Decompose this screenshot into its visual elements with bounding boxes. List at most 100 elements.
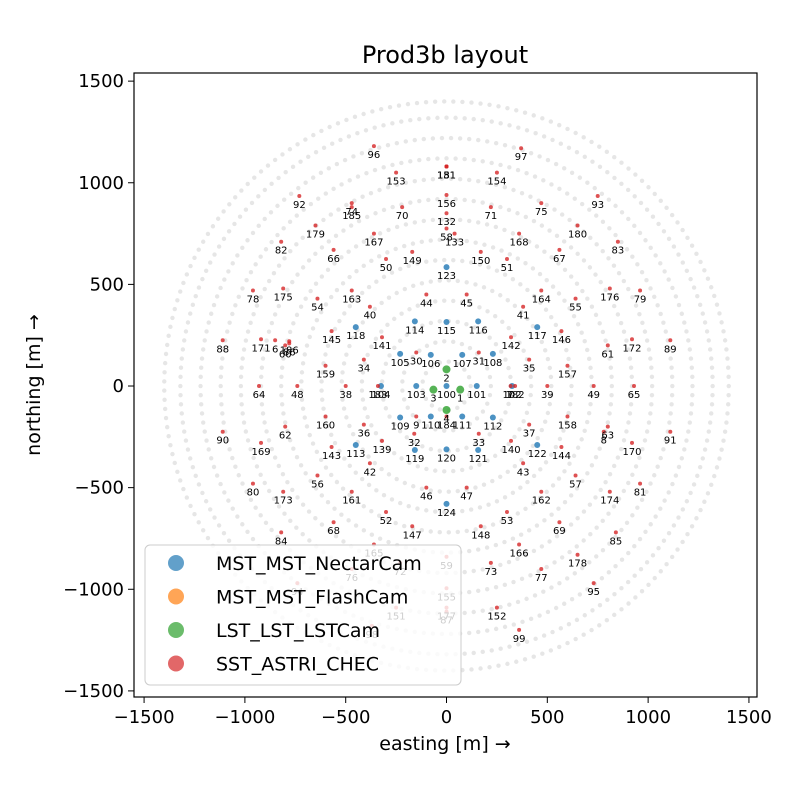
background-ring-dot [619, 210, 625, 215]
background-ring-dot [600, 219, 606, 225]
point-label: 172 [622, 343, 641, 354]
background-ring-dot [639, 269, 645, 275]
background-ring-dot [559, 555, 565, 560]
data-point [575, 223, 580, 228]
background-ring-dot [597, 164, 603, 170]
background-ring-dot [412, 178, 417, 184]
background-ring-dot [542, 249, 547, 254]
background-ring-dot [437, 278, 442, 283]
background-ring-dot [196, 285, 202, 290]
background-ring-dot [719, 447, 724, 452]
point-label: 43 [517, 467, 530, 478]
background-ring-dot [262, 216, 267, 222]
background-ring-dot [162, 397, 167, 402]
background-ring-dot [178, 365, 184, 370]
background-ring-dot [673, 473, 679, 478]
background-ring-dot [365, 352, 370, 358]
background-ring-dot [510, 231, 516, 236]
background-ring-dot [585, 180, 590, 185]
background-ring-dot [237, 214, 243, 219]
point-label: 41 [517, 311, 530, 322]
point-label: 80 [247, 488, 260, 499]
background-ring-dot [527, 365, 532, 371]
data-point [443, 383, 450, 390]
background-ring-dot [507, 123, 512, 128]
background-ring-dot [633, 303, 639, 308]
background-ring-dot [545, 410, 551, 416]
background-ring-dot [648, 481, 653, 486]
background-ring-dot [306, 509, 312, 514]
background-ring-dot [573, 130, 578, 136]
background-ring-dot [666, 236, 672, 242]
background-ring-dot [462, 367, 467, 372]
background-ring-dot [300, 265, 306, 270]
background-ring-dot [285, 429, 290, 434]
background-ring-dot [351, 154, 356, 159]
background-ring-dot [581, 135, 586, 140]
point-label: 110 [421, 421, 440, 432]
background-ring-dot [599, 576, 605, 581]
background-ring-dot [502, 582, 508, 588]
background-ring-dot [252, 175, 257, 180]
point-label: 32 [408, 438, 421, 449]
background-ring-dot [276, 303, 282, 309]
background-ring-dot [680, 260, 686, 265]
background-ring-dot [184, 272, 190, 277]
data-point [444, 164, 449, 169]
point-label: 57 [569, 479, 582, 490]
background-ring-dot [240, 522, 245, 527]
background-ring-dot [484, 587, 490, 592]
background-ring-dot [218, 481, 223, 487]
background-ring-dot [710, 383, 715, 389]
background-ring-dot [488, 383, 494, 389]
background-ring-dot [562, 298, 567, 303]
background-ring-dot [481, 482, 487, 487]
background-ring-dot [519, 576, 525, 582]
point-label: 60 [279, 349, 292, 360]
background-ring-dot [510, 490, 516, 496]
point-label: 36 [357, 429, 370, 440]
point-label: 178 [568, 559, 587, 570]
background-ring-dot [464, 445, 469, 451]
background-ring-dot [689, 365, 695, 370]
background-ring-dot [280, 471, 286, 477]
background-ring-dot [230, 506, 235, 511]
point-label: 100 [437, 390, 456, 401]
background-ring-dot [426, 116, 431, 121]
background-ring-dot [702, 447, 708, 452]
background-ring-dot [646, 185, 651, 190]
background-ring-dot [419, 281, 425, 286]
background-ring-dot [462, 651, 467, 656]
background-ring-dot [627, 356, 633, 361]
background-ring-dot [477, 262, 483, 267]
background-ring-dot [706, 429, 711, 434]
background-ring-dot [482, 242, 487, 247]
background-ring-dot [484, 545, 490, 550]
background-ring-dot [464, 238, 469, 244]
background-ring-dot [646, 582, 651, 587]
background-ring-dot [344, 352, 349, 357]
point-label: 154 [487, 177, 506, 188]
background-ring-dot [185, 320, 191, 325]
background-ring-dot [362, 406, 368, 411]
background-ring-dot [561, 528, 567, 533]
background-ring-dot [605, 170, 610, 175]
background-ring-dot [600, 547, 606, 553]
background-ring-dot [227, 447, 232, 452]
background-ring-dot [724, 347, 729, 352]
point-label: 35 [523, 364, 536, 375]
background-ring-dot [691, 285, 697, 290]
background-ring-dot [428, 320, 434, 326]
background-ring-dot [554, 534, 560, 539]
point-label: 54 [311, 303, 324, 314]
background-ring-dot [486, 265, 491, 270]
background-ring-dot [166, 333, 171, 339]
point-label: 132 [437, 217, 456, 228]
background-ring-dot [379, 388, 385, 393]
background-ring-dot [684, 268, 690, 273]
data-point [443, 264, 450, 271]
background-ring-dot [379, 329, 384, 334]
background-ring-dot [498, 162, 503, 168]
point-label: 170 [622, 447, 641, 458]
background-ring-dot [442, 469, 447, 474]
